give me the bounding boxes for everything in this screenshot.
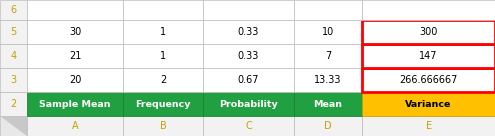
Bar [362,44,495,68]
Bar [203,20,294,44]
Text: 0.33: 0.33 [238,51,259,61]
Bar [362,116,495,136]
Text: 1: 1 [160,27,166,37]
Text: 147: 147 [419,51,438,61]
Bar [294,68,362,92]
Bar [362,0,495,20]
Bar [203,68,294,92]
Bar [0,116,27,136]
Text: Probability: Probability [219,100,278,109]
Text: 3: 3 [10,75,17,85]
Text: 7: 7 [325,51,331,61]
Text: 20: 20 [69,75,81,85]
Bar [362,68,495,92]
Bar [123,92,203,116]
Bar [294,20,362,44]
Text: Variance: Variance [405,100,452,109]
Text: D: D [324,121,332,131]
Bar [294,92,362,116]
Text: 13.33: 13.33 [314,75,342,85]
Text: 4: 4 [10,51,17,61]
Bar [27,68,123,92]
Bar [362,92,495,116]
Bar [203,0,294,20]
Text: E: E [426,121,432,131]
Text: 10: 10 [322,27,334,37]
Text: 266.666667: 266.666667 [399,75,458,85]
Bar [27,0,123,20]
Polygon shape [0,116,27,136]
Bar [0,92,27,116]
Bar [123,0,203,20]
Text: A: A [72,121,78,131]
Text: C: C [245,121,252,131]
Bar [362,20,495,44]
Bar [362,68,495,92]
Bar [27,92,123,116]
Bar [203,116,294,136]
Bar [123,68,203,92]
Bar [27,116,123,136]
Bar [123,20,203,44]
Bar [0,20,27,44]
Bar [362,20,495,44]
Bar [0,68,27,92]
Bar [27,44,123,68]
Text: B: B [159,121,166,131]
Bar [123,116,203,136]
Text: 21: 21 [69,51,81,61]
Text: 2: 2 [160,75,166,85]
Bar [362,44,495,68]
Text: 30: 30 [69,27,81,37]
Text: 300: 300 [419,27,438,37]
Text: 1: 1 [160,51,166,61]
Text: Sample Mean: Sample Mean [39,100,111,109]
Text: 0.33: 0.33 [238,27,259,37]
Bar [123,44,203,68]
Bar [0,0,27,20]
Bar [294,116,362,136]
Text: 5: 5 [10,27,17,37]
Bar [294,0,362,20]
Text: 2: 2 [10,99,17,109]
Bar [203,92,294,116]
Text: 6: 6 [10,5,17,15]
Bar [294,44,362,68]
Bar [0,44,27,68]
Text: 0.67: 0.67 [238,75,259,85]
Text: Mean: Mean [313,100,343,109]
Text: Frequency: Frequency [135,100,191,109]
Bar [27,20,123,44]
Bar [203,44,294,68]
